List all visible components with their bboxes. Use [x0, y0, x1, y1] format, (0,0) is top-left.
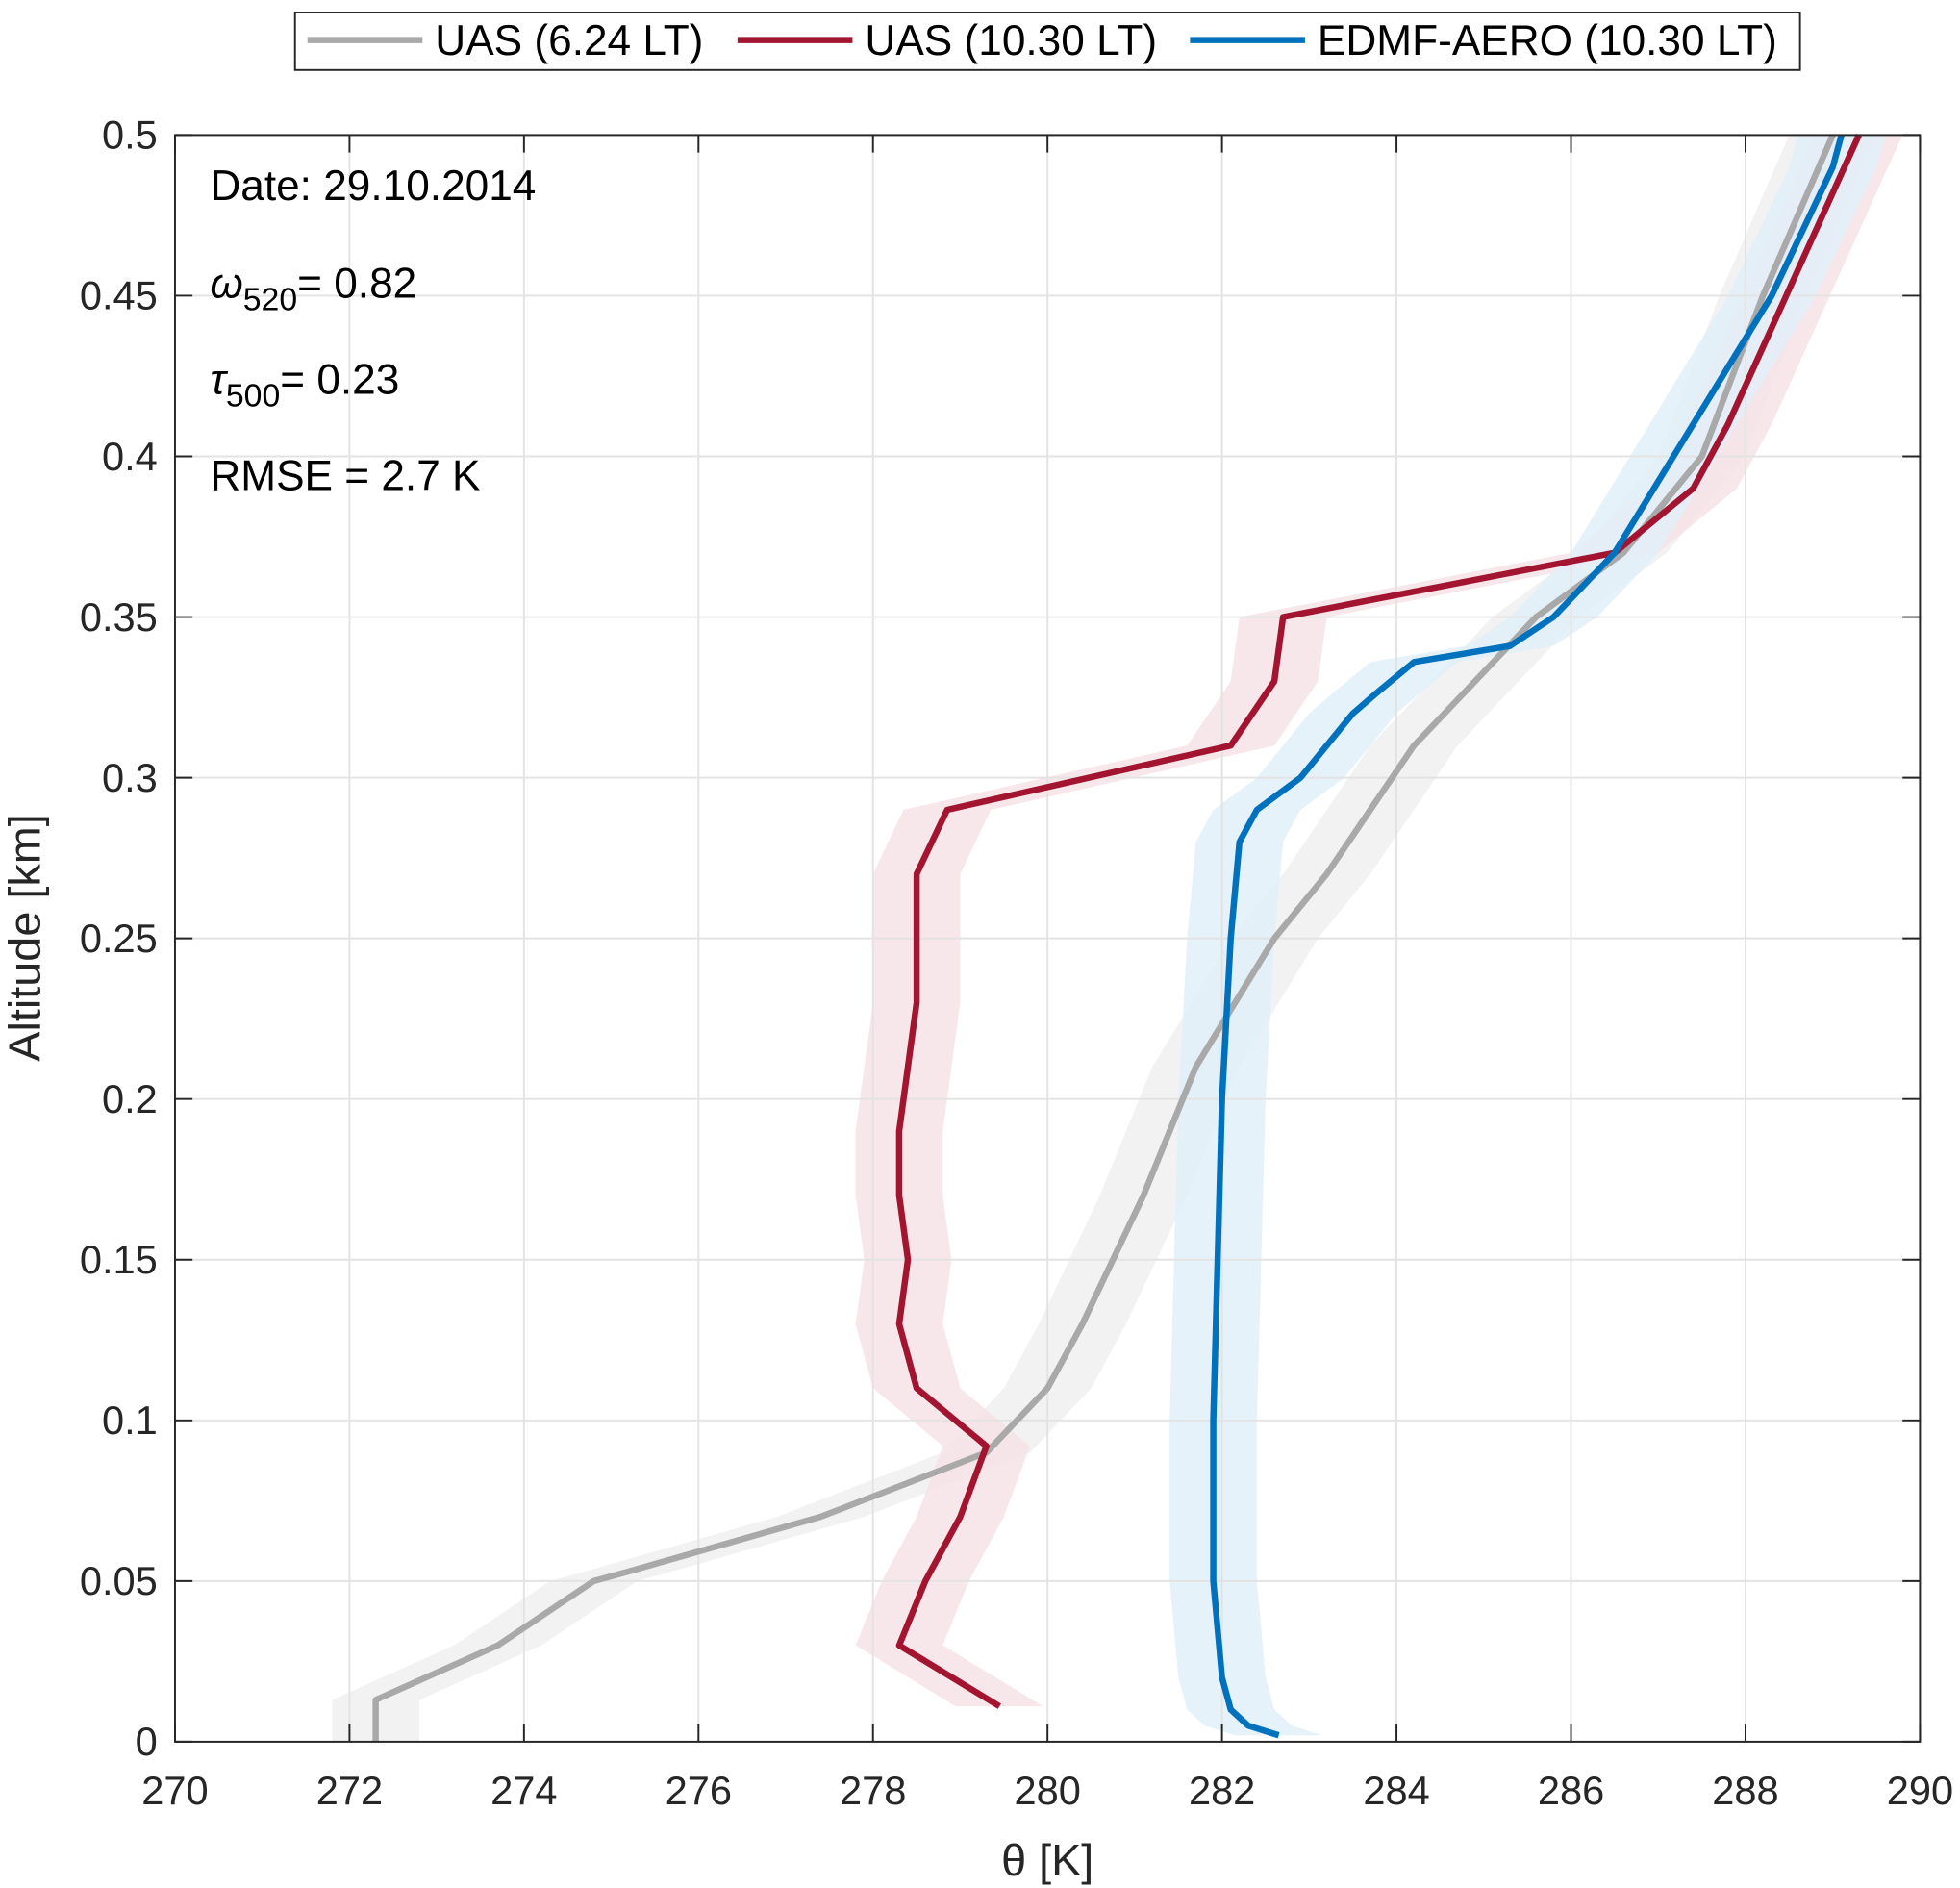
y-tick-label: 0.4: [102, 434, 158, 479]
series-line-2: [1210, 134, 1845, 1739]
x-tick-label: 282: [1189, 1768, 1255, 1813]
legend-entry: UAS (6.24 LT): [435, 17, 703, 64]
x-tick-label: 290: [1887, 1768, 1953, 1813]
y-tick-label: 0.35: [80, 594, 158, 640]
x-axis-label: θ [K]: [1001, 1835, 1093, 1885]
x-tick-label: 284: [1363, 1768, 1429, 1813]
tau-symbol: τ: [210, 356, 228, 403]
tau-subscript: 500: [226, 377, 280, 414]
x-tick-label: 270: [141, 1768, 208, 1813]
omega-value: = 0.82: [297, 260, 416, 307]
x-tick-label: 286: [1538, 1768, 1604, 1813]
y-tick-label: 0.25: [80, 916, 158, 961]
y-tick-label: 0.5: [102, 113, 158, 158]
omega-symbol: ω: [210, 260, 242, 307]
legend: UAS (6.24 LT) UAS (10.30 LT) EDMF-AERO (10…: [293, 12, 1801, 71]
x-tick-label: 276: [666, 1768, 732, 1813]
annotation-omega: ω520= 0.82: [210, 260, 416, 317]
y-axis-label: Altitude [km]: [0, 814, 50, 1061]
y-tick-label: 0.45: [80, 273, 158, 318]
x-tick-label: 278: [840, 1768, 906, 1813]
annotation-tau: τ500= 0.23: [210, 356, 399, 414]
y-tick-label: 0.15: [80, 1237, 158, 1282]
annotation-rmse: RMSE = 2.7 K: [210, 453, 480, 500]
x-tick-label: 274: [490, 1768, 557, 1813]
y-tick-label: 0.1: [102, 1397, 158, 1443]
tau-value: = 0.23: [280, 356, 399, 403]
omega-subscript: 520: [243, 281, 297, 317]
y-tick-label: 0: [136, 1719, 158, 1764]
legend-entry: UAS (10.30 LT): [865, 17, 1157, 64]
legend-box: [293, 12, 1801, 71]
y-tick-label: 0.2: [102, 1076, 158, 1121]
x-tick-label: 280: [1015, 1768, 1081, 1813]
x-tick-label: 272: [316, 1768, 383, 1813]
series-line-1: [895, 134, 1862, 1709]
y-tick-label: 0.05: [80, 1558, 158, 1603]
legend-entry: EDMF-AERO (10.30 LT): [1318, 17, 1777, 64]
x-tick-label: 288: [1712, 1768, 1778, 1813]
annotation-date: Date: 29.10.2014: [210, 163, 536, 210]
y-tick-label: 0.3: [102, 755, 158, 800]
